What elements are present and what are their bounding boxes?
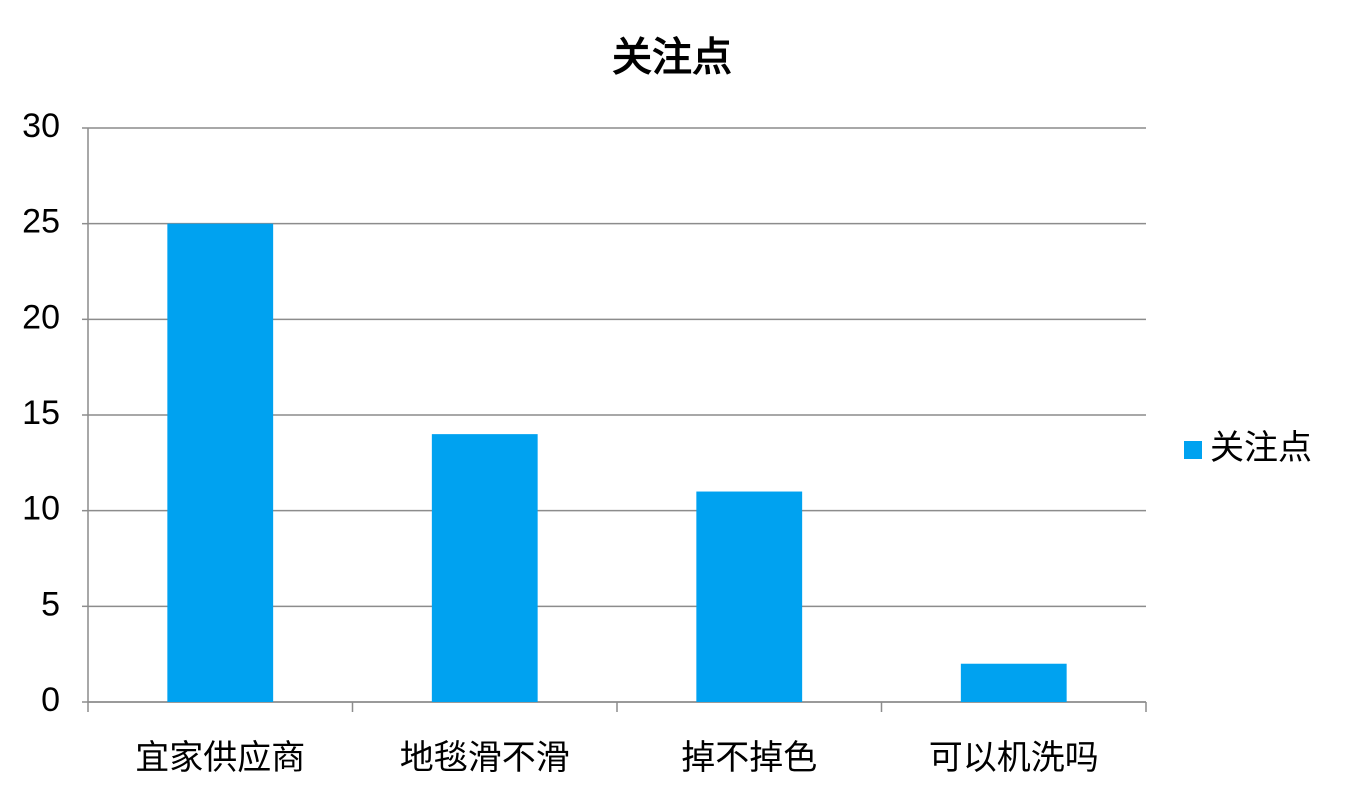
chart-title: 关注点	[612, 36, 732, 80]
bar	[167, 223, 274, 702]
legend-swatch	[1184, 441, 1202, 459]
bar	[960, 663, 1067, 702]
y-tick-label: 30	[22, 107, 60, 145]
legend-label: 关注点	[1210, 429, 1312, 467]
y-tick-label: 0	[41, 681, 60, 719]
y-tick-label: 10	[22, 490, 60, 528]
y-tick-label: 20	[22, 298, 60, 336]
bar	[696, 491, 803, 702]
x-tick-label: 可以机洗吗	[929, 739, 1099, 777]
bar	[431, 434, 538, 702]
y-tick-label: 15	[22, 394, 60, 432]
x-tick-label: 地毯滑不滑	[400, 739, 570, 777]
y-tick-label: 25	[22, 203, 60, 241]
x-tick-label: 宜家供应商	[135, 739, 305, 777]
y-tick-label: 5	[41, 585, 60, 623]
x-tick-label: 掉不掉色	[681, 739, 817, 777]
